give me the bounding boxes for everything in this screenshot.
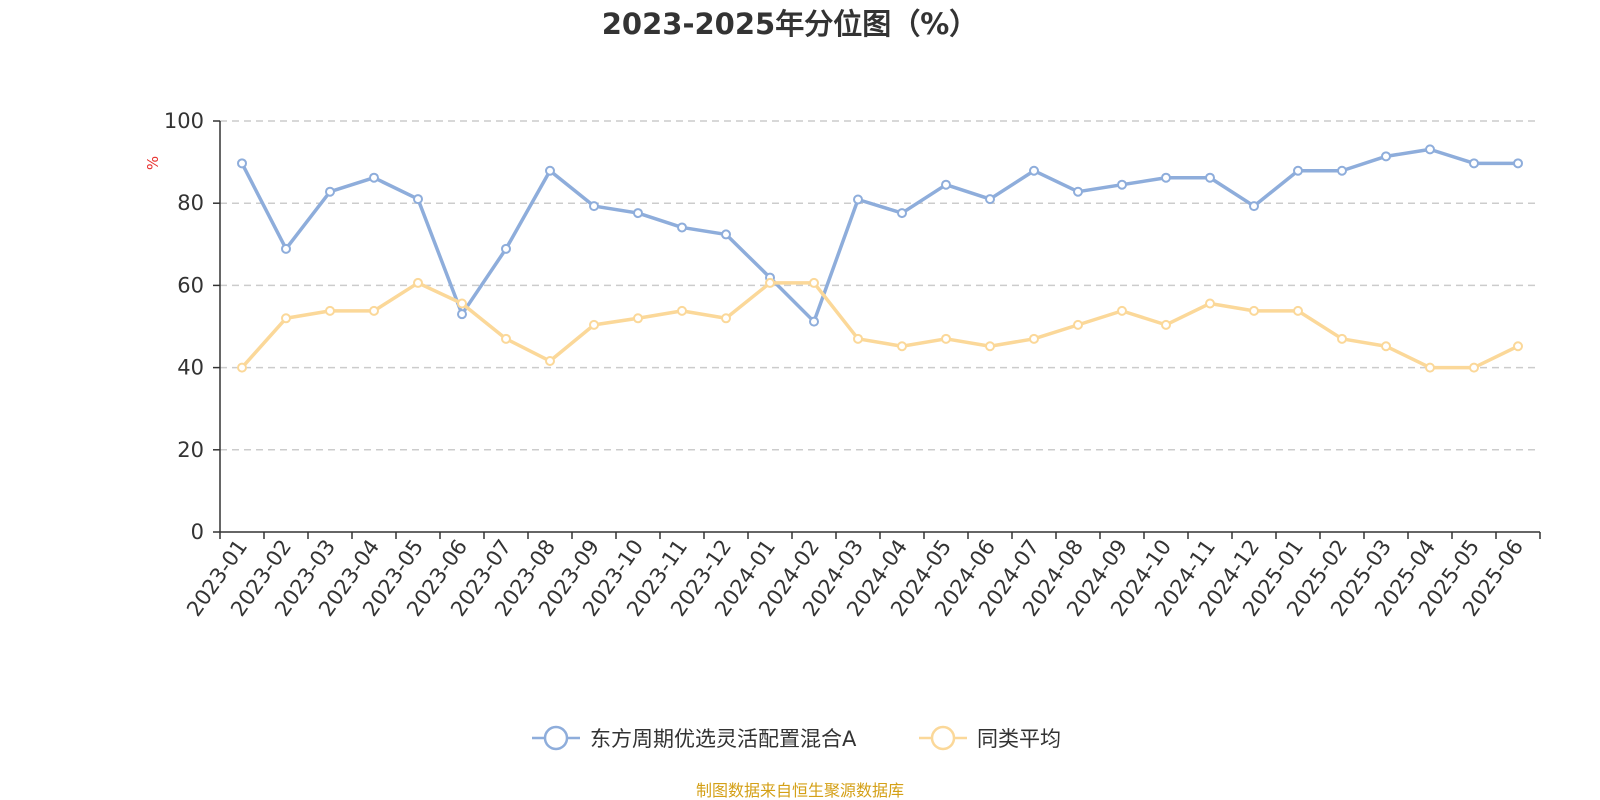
data-point <box>1205 172 1215 183</box>
data-point <box>853 194 863 205</box>
data-point <box>985 194 995 205</box>
y-tick-label: 100 <box>164 109 204 133</box>
data-point <box>633 208 643 219</box>
data-point <box>677 222 687 233</box>
y-axis-label: % <box>144 156 162 170</box>
data-point <box>721 229 731 240</box>
data-point <box>281 243 291 254</box>
y-tick-label: 0 <box>191 520 204 544</box>
data-point <box>1425 362 1435 373</box>
data-point <box>457 298 467 309</box>
data-point <box>413 194 423 205</box>
series-layer <box>237 144 1523 373</box>
data-point <box>1249 201 1259 212</box>
data-point <box>897 341 907 352</box>
data-point <box>1337 333 1347 344</box>
data-point <box>1073 186 1083 197</box>
data-point <box>1249 305 1259 316</box>
series-line <box>240 281 1519 370</box>
data-point <box>457 309 467 320</box>
data-point <box>1293 165 1303 176</box>
legend[interactable]: 东方周期优选灵活配置混合A 同类平均 <box>532 725 1061 751</box>
legend-marker-icon <box>930 725 956 751</box>
data-point <box>281 313 291 324</box>
legend-item-2[interactable]: 同类平均 <box>919 725 1061 751</box>
data-point <box>1381 341 1391 352</box>
series-line <box>240 147 1518 324</box>
data-point <box>633 313 643 324</box>
data-point <box>1205 298 1215 309</box>
data-point <box>809 316 819 327</box>
data-point <box>677 305 687 316</box>
data-point <box>765 277 775 288</box>
data-point <box>1161 172 1171 183</box>
data-point <box>545 356 555 367</box>
y-tick-label: 80 <box>177 191 204 215</box>
data-point <box>809 277 819 288</box>
data-point <box>501 333 511 344</box>
y-tick-label: 60 <box>177 273 204 297</box>
y-tick-label: 40 <box>177 356 204 380</box>
data-point <box>501 243 511 254</box>
data-point <box>369 305 379 316</box>
data-point <box>1161 319 1171 330</box>
data-point <box>1117 305 1127 316</box>
data-point <box>1469 158 1479 169</box>
data-point <box>545 165 555 176</box>
data-point <box>985 341 995 352</box>
grid-layer <box>220 120 1540 451</box>
y-tick-label: 20 <box>177 438 204 462</box>
series-2 <box>237 277 1523 373</box>
data-point <box>1513 341 1523 352</box>
data-point <box>1293 305 1303 316</box>
axis-layer: 0204060801002023-012023-022023-032023-04… <box>164 109 1541 621</box>
data-point <box>413 277 423 288</box>
data-point <box>589 201 599 212</box>
data-point <box>1469 362 1479 373</box>
data-point <box>941 333 951 344</box>
data-point <box>325 186 335 197</box>
data-point <box>1381 151 1391 162</box>
source-note: 制图数据来自恒生聚源数据库 <box>696 781 904 800</box>
data-point <box>941 179 951 190</box>
legend-marker-icon <box>543 725 569 751</box>
data-point <box>1029 165 1039 176</box>
chart-title: 2023-2025年分位图（%） <box>602 7 979 41</box>
data-point <box>853 333 863 344</box>
data-point <box>237 158 247 169</box>
legend-label: 东方周期优选灵活配置混合A <box>590 727 857 751</box>
data-point <box>1029 333 1039 344</box>
data-point <box>369 172 379 183</box>
data-point <box>1425 144 1435 155</box>
data-point <box>325 305 335 316</box>
legend-label: 同类平均 <box>977 727 1061 751</box>
legend-item-1[interactable]: 东方周期优选灵活配置混合A <box>532 725 857 751</box>
data-point <box>897 208 907 219</box>
data-point <box>1117 179 1127 190</box>
data-point <box>1337 165 1347 176</box>
data-point <box>1073 319 1083 330</box>
data-point <box>589 319 599 330</box>
data-point <box>721 313 731 324</box>
series-1 <box>237 144 1523 327</box>
data-point <box>1513 158 1523 169</box>
data-point <box>237 362 247 373</box>
